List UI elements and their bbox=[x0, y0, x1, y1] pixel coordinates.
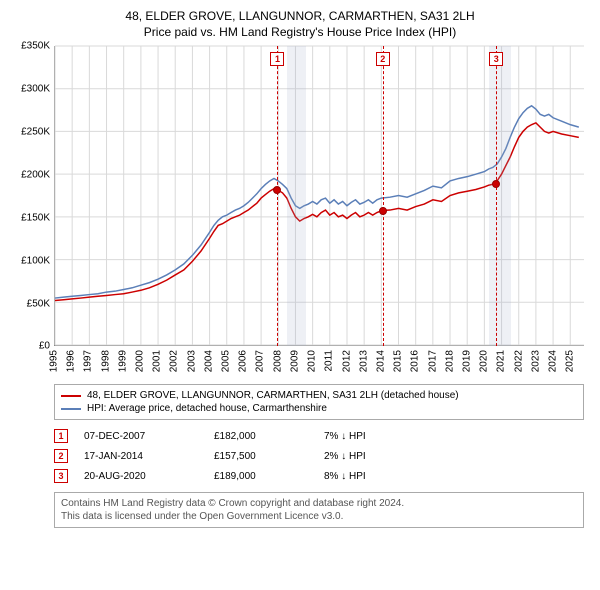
legend-text: 48, ELDER GROVE, LLANGUNNOR, CARMARTHEN,… bbox=[87, 390, 459, 401]
footer-attribution: Contains HM Land Registry data © Crown c… bbox=[54, 492, 584, 528]
transaction-row: 2 17-JAN-2014£157,5002% ↓ HPI bbox=[54, 446, 584, 466]
x-axis: 1995199619971998199920002001200220032004… bbox=[54, 346, 584, 376]
x-tick-label: 1999 bbox=[117, 350, 128, 372]
x-tick-label: 2005 bbox=[221, 350, 232, 372]
y-tick-label: £300K bbox=[21, 84, 50, 95]
y-tick-label: £50K bbox=[27, 298, 50, 309]
transaction-date: 17-JAN-2014 bbox=[84, 451, 214, 462]
legend-item: HPI: Average price, detached house, Carm… bbox=[61, 402, 577, 415]
transaction-point bbox=[379, 207, 387, 215]
marker-vline bbox=[277, 46, 278, 346]
transaction-delta: 7% ↓ HPI bbox=[324, 431, 444, 442]
x-tick-label: 2002 bbox=[169, 350, 180, 372]
chart-container: 48, ELDER GROVE, LLANGUNNOR, CARMARTHEN,… bbox=[0, 0, 600, 538]
transaction-marker: 1 bbox=[54, 429, 68, 443]
legend-swatch bbox=[61, 395, 81, 397]
x-tick-label: 2019 bbox=[461, 350, 472, 372]
x-tick-label: 1995 bbox=[49, 350, 60, 372]
x-tick-label: 2000 bbox=[135, 350, 146, 372]
x-tick-label: 2011 bbox=[324, 350, 335, 372]
transactions-table: 1 07-DEC-2007£182,0007% ↓ HPI 2 17-JAN-2014… bbox=[54, 426, 584, 486]
legend-text: HPI: Average price, detached house, Carm… bbox=[87, 403, 327, 414]
transaction-point bbox=[492, 180, 500, 188]
x-tick-label: 2016 bbox=[410, 350, 421, 372]
y-tick-label: £150K bbox=[21, 212, 50, 223]
x-tick-label: 1997 bbox=[83, 350, 94, 372]
transaction-marker: 2 bbox=[54, 449, 68, 463]
y-tick-label: £350K bbox=[21, 41, 50, 52]
title-block: 48, ELDER GROVE, LLANGUNNOR, CARMARTHEN,… bbox=[10, 8, 590, 40]
x-tick-label: 2024 bbox=[548, 350, 559, 372]
x-tick-label: 2010 bbox=[307, 350, 318, 372]
x-tick-label: 2006 bbox=[238, 350, 249, 372]
transaction-marker: 3 bbox=[54, 469, 68, 483]
legend-swatch bbox=[61, 408, 81, 410]
x-tick-label: 2023 bbox=[530, 350, 541, 372]
x-tick-label: 2018 bbox=[444, 350, 455, 372]
x-tick-label: 2013 bbox=[358, 350, 369, 372]
y-axis: £0£50K£100K£150K£200K£250K£300K£350K bbox=[10, 46, 54, 346]
transaction-row: 1 07-DEC-2007£182,0007% ↓ HPI bbox=[54, 426, 584, 446]
transaction-price: £157,500 bbox=[214, 451, 324, 462]
x-tick-label: 2009 bbox=[289, 350, 300, 372]
y-tick-label: £200K bbox=[21, 169, 50, 180]
marker-vline bbox=[383, 46, 384, 346]
x-tick-label: 2022 bbox=[513, 350, 524, 372]
x-tick-label: 1998 bbox=[100, 350, 111, 372]
transaction-price: £182,000 bbox=[214, 431, 324, 442]
recession-band bbox=[489, 46, 511, 346]
transaction-delta: 8% ↓ HPI bbox=[324, 471, 444, 482]
legend: 48, ELDER GROVE, LLANGUNNOR, CARMARTHEN,… bbox=[54, 384, 584, 420]
x-tick-label: 1996 bbox=[66, 350, 77, 372]
y-tick-label: £100K bbox=[21, 255, 50, 266]
footer-line-2: This data is licensed under the Open Gov… bbox=[61, 510, 577, 523]
marker-label-box: 2 bbox=[376, 52, 390, 66]
marker-vline bbox=[496, 46, 497, 346]
plot-area: 1 2 3 bbox=[54, 46, 584, 346]
marker-label-box: 1 bbox=[270, 52, 284, 66]
x-tick-label: 2025 bbox=[565, 350, 576, 372]
transaction-delta: 2% ↓ HPI bbox=[324, 451, 444, 462]
x-tick-label: 2015 bbox=[393, 350, 404, 372]
x-tick-label: 2001 bbox=[152, 350, 163, 372]
x-tick-label: 2004 bbox=[203, 350, 214, 372]
transaction-price: £189,000 bbox=[214, 471, 324, 482]
x-tick-label: 2012 bbox=[341, 350, 352, 372]
x-tick-label: 2007 bbox=[255, 350, 266, 372]
title-line-2: Price paid vs. HM Land Registry's House … bbox=[10, 24, 590, 40]
transaction-row: 3 20-AUG-2020£189,0008% ↓ HPI bbox=[54, 466, 584, 486]
transaction-date: 07-DEC-2007 bbox=[84, 431, 214, 442]
x-tick-label: 2021 bbox=[496, 350, 507, 372]
transaction-date: 20-AUG-2020 bbox=[84, 471, 214, 482]
x-tick-label: 2017 bbox=[427, 350, 438, 372]
chart-area: £0£50K£100K£150K£200K£250K£300K£350K 123… bbox=[10, 46, 590, 376]
recession-band bbox=[287, 46, 306, 346]
marker-label-box: 3 bbox=[489, 52, 503, 66]
y-tick-label: £250K bbox=[21, 127, 50, 138]
title-line-1: 48, ELDER GROVE, LLANGUNNOR, CARMARTHEN,… bbox=[10, 8, 590, 24]
footer-line-1: Contains HM Land Registry data © Crown c… bbox=[61, 497, 577, 510]
x-tick-label: 2020 bbox=[479, 350, 490, 372]
x-tick-label: 2003 bbox=[186, 350, 197, 372]
transaction-point bbox=[273, 186, 281, 194]
x-tick-label: 2008 bbox=[272, 350, 283, 372]
legend-item: 48, ELDER GROVE, LLANGUNNOR, CARMARTHEN,… bbox=[61, 389, 577, 402]
x-tick-label: 2014 bbox=[375, 350, 386, 372]
